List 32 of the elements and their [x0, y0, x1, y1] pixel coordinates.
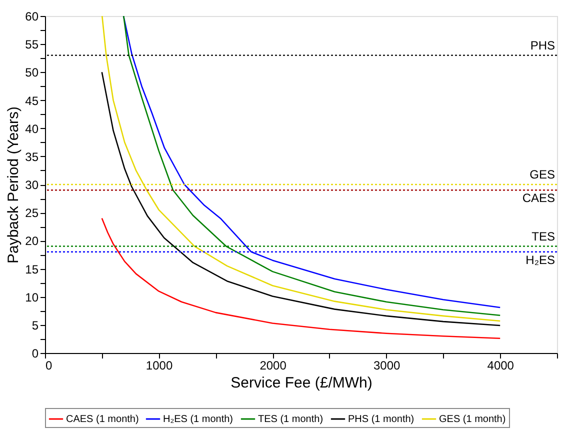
y-tick-label: 35 [25, 150, 39, 164]
ref-line-label: TES [532, 229, 555, 244]
y-tick-label: 60 [25, 10, 39, 24]
legend-label: CAES (1 month) [66, 414, 139, 425]
y-tick-label: 10 [25, 290, 39, 304]
legend-label: H₂ES (1 month) [163, 414, 234, 425]
y-tick-label: 55 [25, 38, 39, 52]
y-tick-label: 20 [25, 234, 39, 248]
ref-line-label: PHS [530, 38, 555, 52]
x-tick-label: 4000 [487, 358, 514, 372]
y-tick-label: 25 [25, 206, 39, 220]
y-tick-label: 0 [32, 346, 39, 360]
ref-line-label: H₂ES [526, 252, 555, 267]
legend-label: TES (1 month) [258, 414, 324, 425]
y-tick-label: 45 [25, 94, 39, 108]
y-axis-title: Payback Period (Years) [5, 106, 22, 264]
y-tick-label: 40 [25, 122, 39, 136]
x-tick-label: 2000 [260, 358, 287, 372]
x-tick-label: 0 [46, 358, 52, 372]
legend-label: GES (1 month) [439, 414, 506, 425]
y-tick-label: 15 [25, 262, 39, 276]
x-tick-label: 1000 [146, 358, 173, 372]
line-series [101, 72, 501, 326]
legend-label: PHS (1 month) [348, 414, 414, 425]
ref-line-label: CAES [522, 191, 555, 206]
y-tick-label: 50 [25, 66, 39, 80]
x-tick-label: 3000 [373, 358, 401, 372]
x-axis-title: Service Fee (£/MWh) [230, 374, 372, 392]
ref-line-label: GES [530, 168, 555, 182]
y-tick-label: 30 [25, 178, 39, 192]
line-series [101, 218, 501, 340]
y-tick-label: 5 [32, 318, 39, 332]
